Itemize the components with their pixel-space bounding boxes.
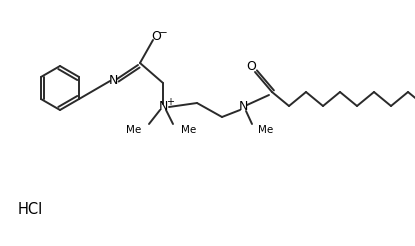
Text: −: − xyxy=(159,28,167,38)
Text: +: + xyxy=(166,97,174,107)
Text: N: N xyxy=(158,101,168,113)
Text: O: O xyxy=(246,61,256,74)
Text: Me: Me xyxy=(126,125,141,135)
Text: Me: Me xyxy=(258,125,273,135)
Text: Me: Me xyxy=(181,125,196,135)
Text: N: N xyxy=(108,74,118,87)
Text: O: O xyxy=(151,31,161,44)
Text: HCl: HCl xyxy=(18,202,43,217)
Text: N: N xyxy=(238,101,248,113)
